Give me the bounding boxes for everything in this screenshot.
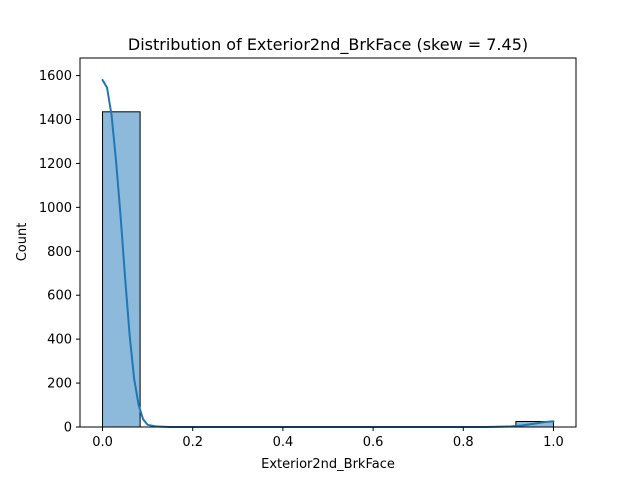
y-tick-label: 1000 bbox=[39, 201, 72, 216]
y-tick-label: 1400 bbox=[39, 113, 72, 128]
x-tick-label: 0.0 bbox=[92, 435, 113, 450]
axes-frame bbox=[79, 57, 577, 428]
y-tick-label: 800 bbox=[47, 245, 72, 260]
x-axis-label: Exterior2nd_BrkFace bbox=[261, 457, 395, 472]
y-tick-label: 600 bbox=[47, 289, 72, 304]
histogram-bars bbox=[102, 111, 554, 428]
kde-curve bbox=[101, 78, 555, 428]
y-axis-label: Count bbox=[15, 223, 30, 262]
x-tick-label: 0.6 bbox=[363, 435, 384, 450]
x-tick-label: 0.8 bbox=[453, 435, 474, 450]
y-tick-label: 1600 bbox=[39, 69, 72, 84]
x-axis-ticks: 0.0 0.2 0.4 0.6 0.8 1.0 bbox=[92, 427, 564, 450]
x-tick-label: 0.4 bbox=[273, 435, 294, 450]
y-axis-ticks: 0 200 400 600 800 1000 1200 1400 1600 bbox=[39, 69, 80, 436]
y-tick-label: 0 bbox=[64, 421, 72, 436]
x-tick-label: 0.2 bbox=[182, 435, 203, 450]
chart-title: Distribution of Exterior2nd_BrkFace (ske… bbox=[128, 35, 528, 55]
x-tick-label: 1.0 bbox=[543, 435, 564, 450]
y-tick-label: 1200 bbox=[39, 157, 72, 172]
y-tick-label: 200 bbox=[47, 377, 72, 392]
y-tick-label: 400 bbox=[47, 333, 72, 348]
